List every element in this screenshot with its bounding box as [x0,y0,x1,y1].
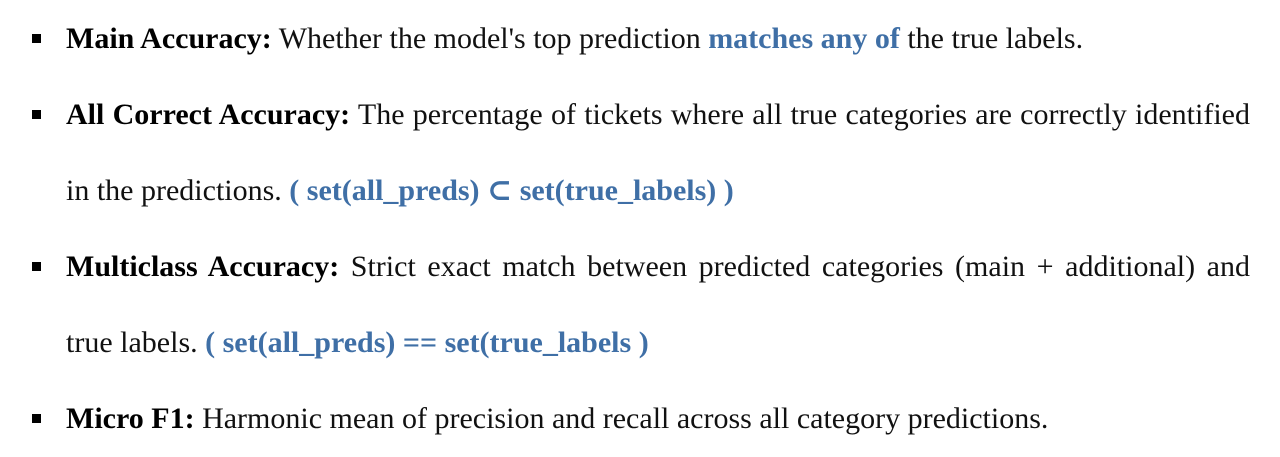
metric-main-accuracy: Main Accuracy: Whether the model's top p… [0,1,1280,77]
metric-description: Harmonic mean of precision and recall ac… [194,402,1049,435]
square-bullet-icon [32,414,41,423]
metric-all-correct-accuracy: All Correct Accuracy: The percentage of … [0,77,1280,229]
metric-description: Strict exact match between predicted cat… [66,250,1250,359]
metric-micro-f1: Micro F1: Harmonic mean of precision and… [0,381,1280,457]
metric-text: Micro F1: Harmonic mean of precision and… [66,381,1250,457]
metric-term: All Correct Accuracy: [66,98,351,131]
metric-text: Multiclass Accuracy: Strict exact match … [66,229,1250,381]
metric-description-end: the true labels. [899,22,1084,55]
square-bullet-icon [32,110,41,119]
metric-term: Main Accuracy: [66,22,272,55]
metric-description: The percentage of tickets where all true… [66,98,1250,207]
metric-text: All Correct Accuracy: The percentage of … [66,77,1250,229]
metric-formula: ( set(all_preds) == set(true_labels ) [205,326,649,359]
square-bullet-icon [32,34,41,43]
metric-formula: ( set(all_preds) ⊂ set(true_labels) ) [289,174,734,207]
metric-description: Whether the model's top prediction [271,22,709,55]
metric-term: Multiclass Accuracy: [66,250,340,283]
metric-highlight: matches any of [708,22,900,55]
metric-multiclass-accuracy: Multiclass Accuracy: Strict exact match … [0,229,1280,381]
metric-text: Main Accuracy: Whether the model's top p… [66,1,1250,77]
square-bullet-icon [32,262,41,271]
metric-term: Micro F1: [66,402,195,435]
